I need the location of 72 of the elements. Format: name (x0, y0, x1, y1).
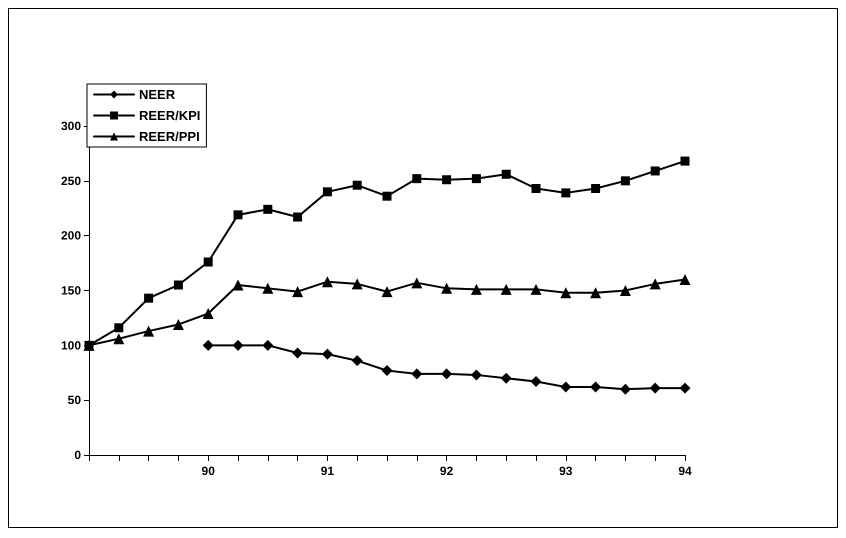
point (293, 212, 302, 222)
point (650, 278, 661, 290)
point (352, 180, 362, 190)
point (232, 280, 244, 291)
point (263, 204, 272, 214)
point (322, 348, 333, 360)
point (114, 323, 124, 332)
point (590, 287, 602, 298)
y-tick-label: 250 (60, 174, 82, 188)
point (441, 282, 452, 294)
point (382, 192, 392, 201)
y-tick-label: 50 (68, 393, 82, 408)
point (322, 276, 333, 288)
point (442, 175, 452, 184)
point (500, 372, 512, 384)
point (650, 382, 661, 394)
point (352, 355, 363, 366)
point (411, 368, 422, 380)
point (620, 176, 630, 186)
legend-label: NEER (139, 87, 176, 102)
legend-label: REER/PPI (139, 129, 200, 144)
point (234, 210, 242, 220)
point (202, 340, 214, 351)
point (560, 382, 572, 393)
point (680, 156, 690, 166)
point (382, 286, 392, 298)
point (590, 382, 602, 393)
point (292, 348, 304, 359)
point (560, 287, 572, 298)
point (561, 188, 570, 198)
point (500, 284, 512, 295)
point (113, 333, 124, 344)
x-tick-label: 90 (202, 464, 216, 478)
point (620, 285, 631, 296)
y-tick-label: 150 (60, 284, 82, 298)
point (441, 368, 452, 380)
point (472, 174, 481, 184)
point (470, 369, 482, 380)
y-tick-label: 300 (60, 119, 82, 133)
point (620, 384, 631, 395)
point (172, 318, 184, 330)
legend-label: REER/KPI (139, 108, 200, 123)
point (202, 308, 214, 320)
x-tick-label: 92 (440, 464, 454, 478)
point (530, 284, 542, 295)
point (680, 382, 690, 394)
point (322, 187, 332, 196)
point (412, 174, 422, 184)
point (382, 365, 392, 376)
point (530, 376, 542, 388)
x-tick-label: 94 (678, 464, 692, 478)
point (204, 257, 213, 266)
point (532, 184, 540, 194)
point (232, 340, 244, 351)
point (591, 184, 600, 194)
point (262, 340, 274, 351)
point (174, 280, 183, 290)
point (680, 274, 690, 286)
point (470, 284, 482, 295)
point (502, 170, 511, 179)
point (144, 294, 154, 303)
y-tick-label: 200 (60, 228, 82, 243)
point (411, 277, 422, 288)
point (143, 326, 154, 337)
y-tick-label: 0 (74, 448, 82, 462)
point (352, 278, 363, 290)
x-tick-label: 93 (559, 464, 573, 478)
point (650, 166, 660, 176)
y-tick-label: 100 (60, 338, 82, 352)
x-tick-label: 91 (320, 464, 334, 478)
point (262, 282, 274, 294)
point (292, 286, 304, 298)
